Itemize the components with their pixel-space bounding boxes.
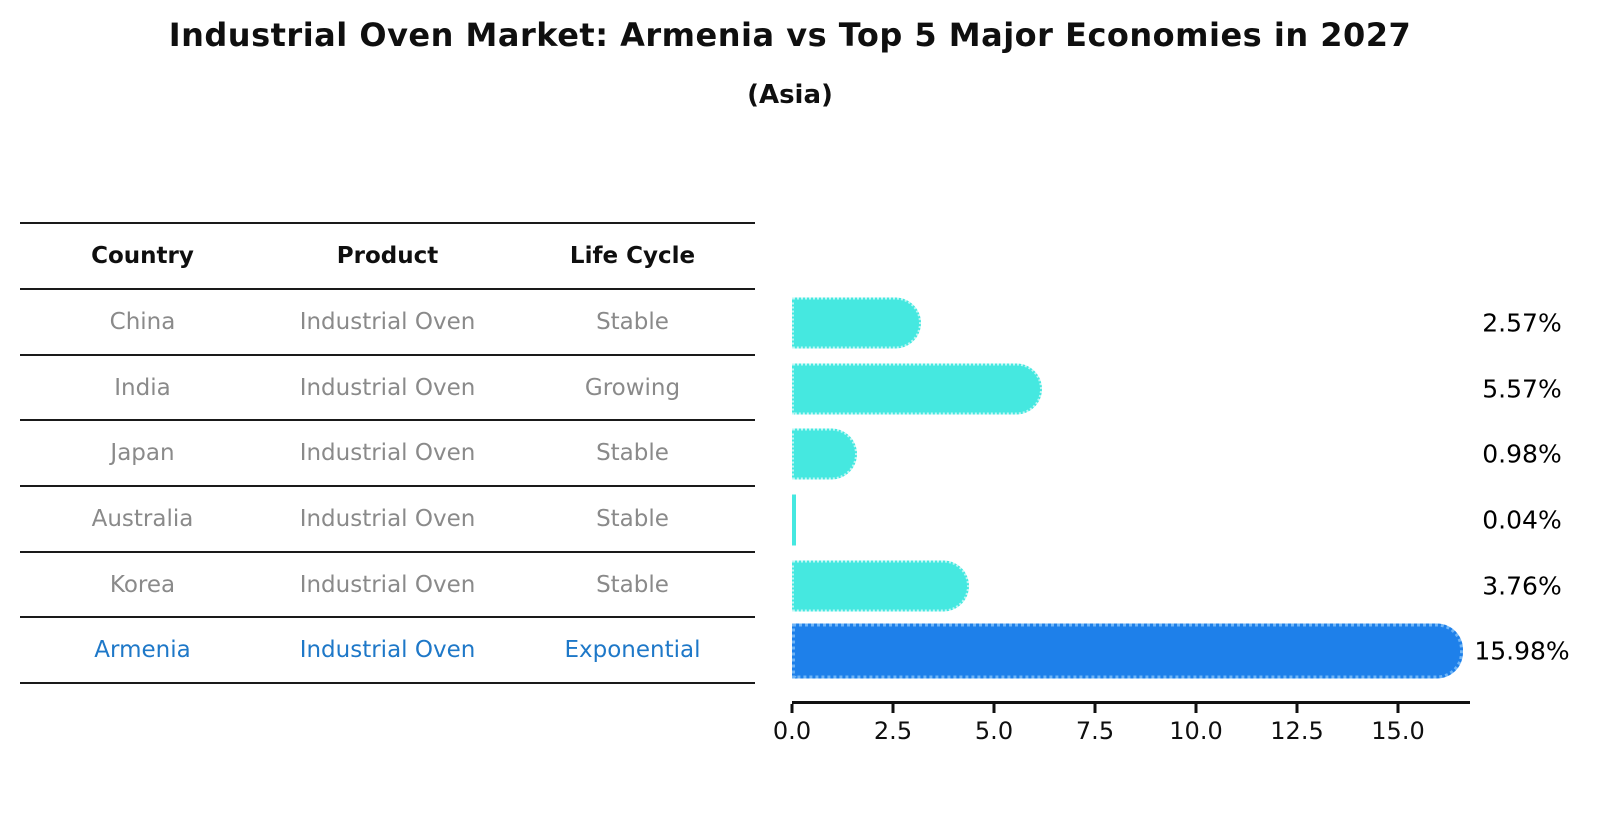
tick-label: 7.5 [1075, 717, 1115, 745]
tick-label: 2.5 [873, 717, 913, 745]
bar-row-india: 5.57% [792, 356, 1604, 422]
cell-country: Australia [91, 505, 194, 532]
bar-row-japan: 0.98% [792, 421, 1604, 487]
table-header-row: Country Product Life Cycle [20, 224, 755, 290]
tick-mark [1295, 704, 1299, 713]
table-row-india: India Industrial Oven Growing [20, 356, 755, 422]
cell-country: India [114, 374, 171, 401]
cell-product: Industrial Oven [299, 308, 476, 335]
bar-china [792, 297, 921, 349]
bar-row-korea: 3.76% [792, 553, 1604, 619]
cell-life-cycle: Stable [596, 440, 669, 467]
table-header-country: Country [91, 243, 194, 269]
tick-label: 12.5 [1270, 717, 1324, 745]
cell-country: Japan [110, 440, 175, 467]
tick-label: 15.0 [1371, 717, 1425, 745]
chart-subtitle: (Asia) [747, 80, 833, 110]
table-row-japan: Japan Industrial Oven Stable [20, 421, 755, 488]
tick-mark [992, 704, 996, 713]
cell-product: Industrial Oven [299, 440, 476, 467]
tick-label: 5.0 [974, 717, 1014, 745]
cell-product: Industrial Oven [299, 505, 476, 532]
bar-australia [792, 494, 796, 546]
bar-row-china: 2.57% [792, 290, 1604, 356]
cell-country: Korea [109, 571, 176, 598]
bar-row-australia: 0.04% [792, 487, 1604, 553]
bar-value-label: 15.98% [1474, 636, 1570, 666]
cell-country: China [109, 308, 176, 335]
bar-armenia [792, 623, 1463, 679]
bar-chart: 2.57% 5.57% 0.98% 0.04% 3.76% 15.98% [792, 290, 1604, 685]
bar-value-label: 2.57% [1482, 308, 1562, 338]
table-row-armenia: Armenia Industrial Oven Exponential [20, 618, 755, 685]
cell-product: Industrial Oven [299, 571, 476, 598]
country-table: Country Product Life Cycle China Industri… [20, 222, 755, 685]
tick-mark [790, 704, 794, 713]
table-header-product: Product [336, 243, 439, 269]
tick-mark [1093, 704, 1097, 713]
bar-row-armenia: 15.98% [792, 618, 1604, 684]
cell-life-cycle: Growing [584, 374, 681, 401]
tick-mark [1194, 704, 1198, 713]
bar-india [792, 363, 1043, 415]
cell-life-cycle: Exponential [564, 637, 701, 664]
table-row-korea: Korea Industrial Oven Stable [20, 553, 755, 619]
cell-product: Industrial Oven [299, 374, 476, 401]
tick-label: 0.0 [772, 717, 812, 745]
table-row-australia: Australia Industrial Oven Stable [20, 487, 755, 553]
bar-japan [792, 428, 857, 480]
bar-value-label: 5.57% [1482, 374, 1562, 404]
table-body: China Industrial Oven Stable India Industria… [20, 290, 755, 685]
tick-label: 10.0 [1169, 717, 1223, 745]
bar-value-label: 3.76% [1482, 571, 1562, 601]
tick-mark [891, 704, 895, 713]
cell-life-cycle: Stable [596, 571, 669, 598]
chart-title: Industrial Oven Market: Armenia vs Top 5… [168, 16, 1412, 54]
cell-life-cycle: Stable [596, 308, 669, 335]
cell-country: Armenia [94, 637, 191, 664]
x-axis: 0.0 2.5 5.0 7.5 10.0 12.5 15.0 [773, 701, 1470, 751]
bar-korea [792, 560, 969, 612]
tick-mark [1396, 704, 1400, 713]
x-axis-line [792, 701, 1470, 704]
table-header-life-cycle: Life Cycle [569, 243, 696, 269]
table-row-china: China Industrial Oven Stable [20, 290, 755, 356]
cell-life-cycle: Stable [596, 505, 669, 532]
bar-value-label: 0.98% [1482, 439, 1562, 469]
cell-product: Industrial Oven [299, 637, 476, 664]
bar-value-label: 0.04% [1482, 505, 1562, 535]
